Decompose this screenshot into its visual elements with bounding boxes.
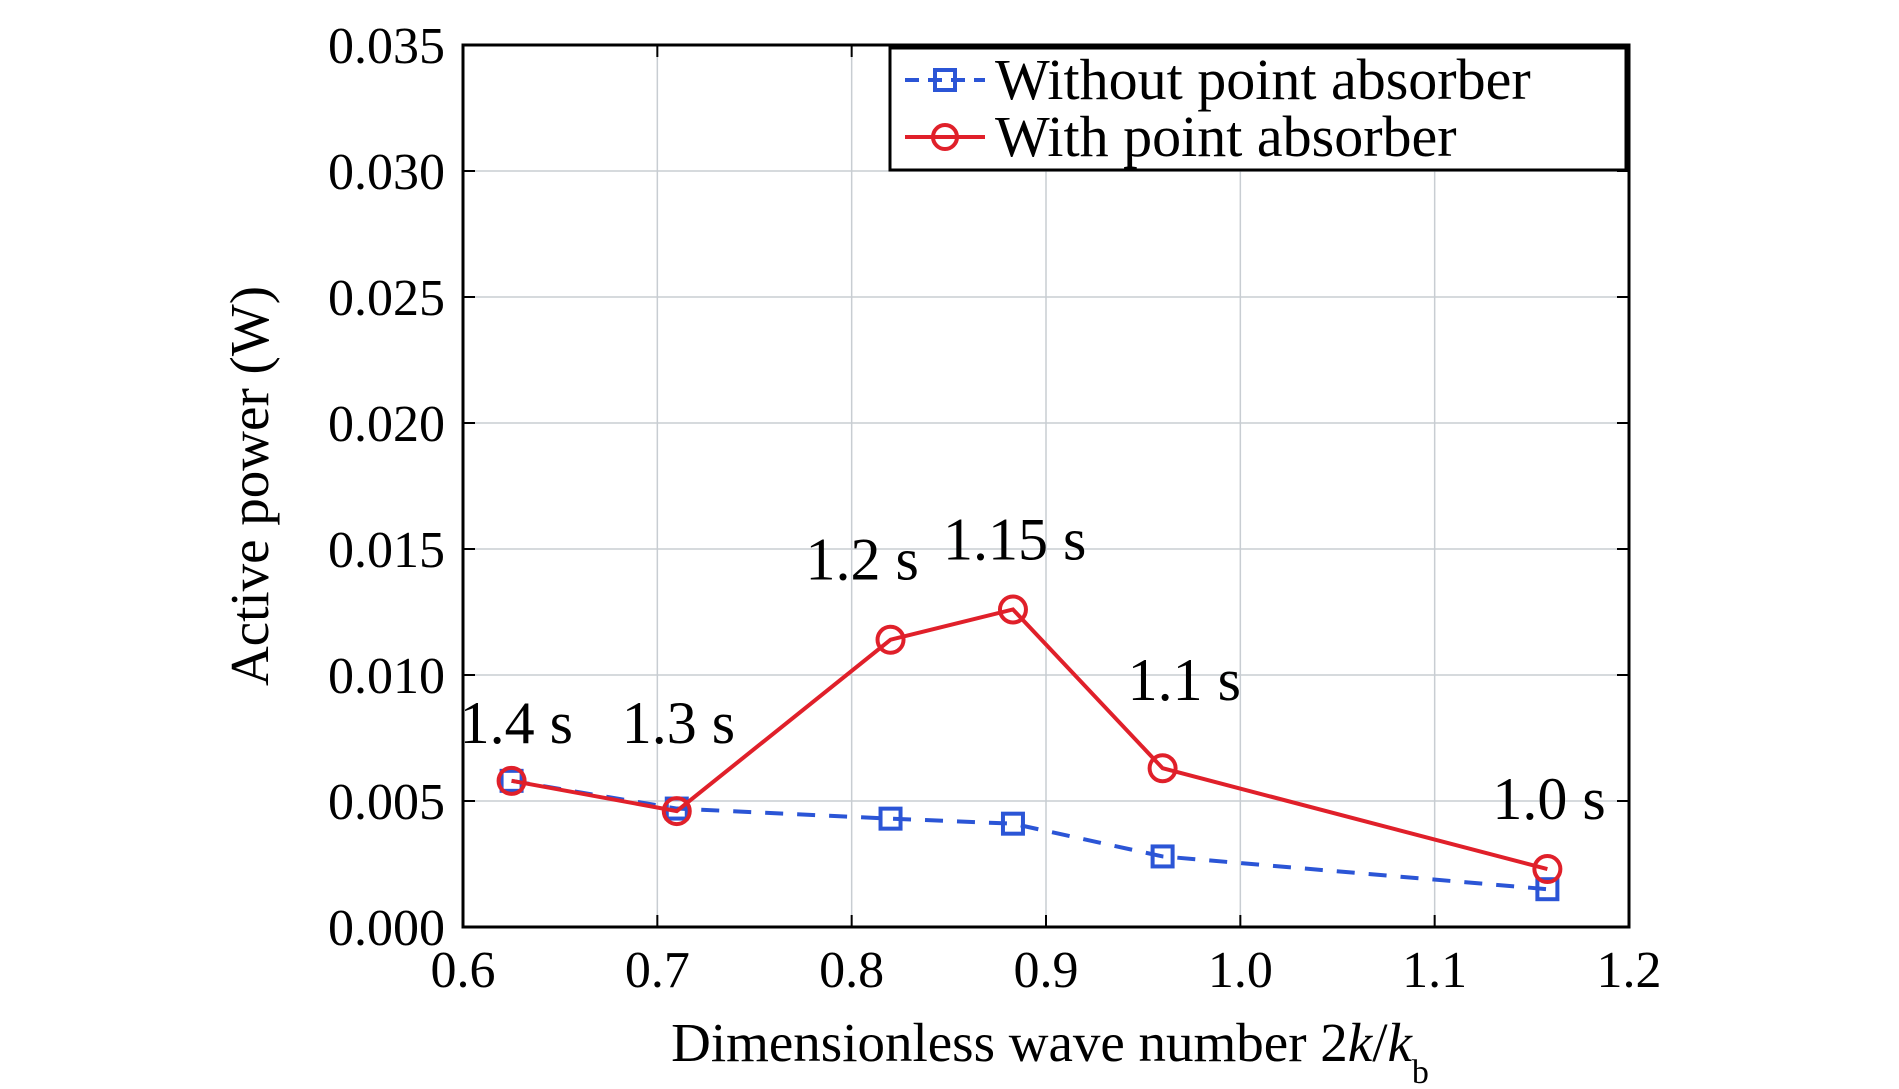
series-line-1 bbox=[511, 607, 1548, 871]
data-point-circle bbox=[1147, 753, 1178, 784]
legend: Without point absorber With point absorb… bbox=[888, 46, 1628, 172]
y-tick-label: 0.035 bbox=[328, 18, 445, 75]
y-tick-label: 0.000 bbox=[328, 900, 445, 957]
data-point-square bbox=[1535, 877, 1560, 902]
legend-marker-with bbox=[931, 123, 959, 151]
data-point-square bbox=[1150, 844, 1175, 869]
ticks: 0.6 0.7 0.8 0.9 1.0 1.1 1.2 0.000 0.005 0.010 0.01… bbox=[328, 18, 1662, 999]
x-tick-label: 0.8 bbox=[819, 942, 884, 999]
data-point-circle bbox=[875, 624, 906, 655]
legend-label-with: With point absorber bbox=[995, 104, 1457, 169]
period-annotation: 1.1 s bbox=[1128, 647, 1241, 713]
y-tick-label: 0.005 bbox=[328, 774, 445, 831]
y-tick-label: 0.030 bbox=[328, 144, 445, 201]
grid bbox=[463, 45, 1629, 927]
x-tick-label: 1.1 bbox=[1402, 942, 1467, 999]
legend-marker-without bbox=[933, 68, 957, 92]
series-line-0 bbox=[511, 778, 1548, 892]
y-tick-label: 0.010 bbox=[328, 648, 445, 705]
period-annotation: 1.2 s bbox=[806, 527, 919, 593]
x-tick-label: 0.9 bbox=[1014, 942, 1079, 999]
period-annotation: 1.4 s bbox=[460, 690, 573, 756]
period-annotation: 1.0 s bbox=[1492, 766, 1605, 832]
annotations: 1.4 s 1.3 s 1.2 s 1.15 s 1.1 s 1.0 s bbox=[460, 506, 1606, 832]
x-axis-title: Dimensionless wave number 2k/kb bbox=[671, 1012, 1429, 1089]
legend-label-without: Without point absorber bbox=[995, 47, 1531, 112]
x-tick-label: 0.6 bbox=[431, 942, 496, 999]
period-annotation: 1.3 s bbox=[622, 690, 735, 756]
data-point-circle bbox=[661, 796, 692, 827]
data-point-circle bbox=[1532, 854, 1563, 885]
legend-box bbox=[888, 46, 1628, 172]
data-point-circle bbox=[496, 765, 527, 796]
x-tick-label: 1.2 bbox=[1597, 942, 1662, 999]
x-tick-label: 0.7 bbox=[625, 942, 690, 999]
x-tick-label: 1.0 bbox=[1208, 942, 1273, 999]
y-axis-title: Active power (W) bbox=[219, 286, 280, 686]
series-layer bbox=[496, 594, 1563, 902]
y-tick-label: 0.025 bbox=[328, 270, 445, 327]
data-point-circle bbox=[997, 594, 1028, 625]
period-annotation: 1.15 s bbox=[943, 506, 1086, 572]
y-tick-label: 0.015 bbox=[328, 522, 445, 579]
y-tick-label: 0.020 bbox=[328, 396, 445, 453]
data-point-square bbox=[1000, 811, 1025, 836]
data-point-square bbox=[878, 806, 903, 831]
